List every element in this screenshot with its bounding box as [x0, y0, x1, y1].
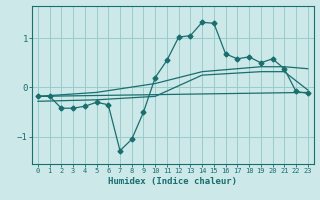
X-axis label: Humidex (Indice chaleur): Humidex (Indice chaleur): [108, 177, 237, 186]
